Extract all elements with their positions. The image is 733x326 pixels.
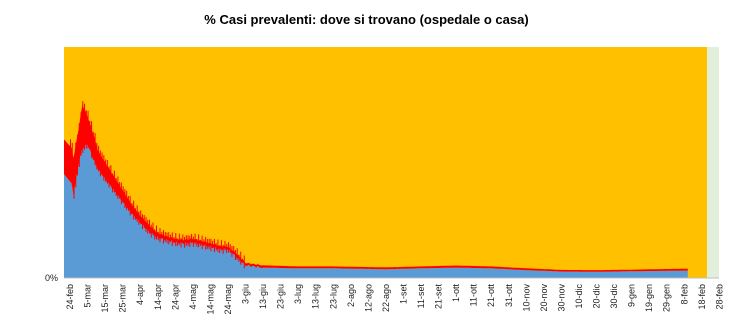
x-tick-label-6: 24-apr	[170, 284, 180, 310]
x-tick-label-23: 11-ott	[469, 284, 479, 307]
x-tick-label-28: 30-nov	[556, 284, 566, 312]
x-tick-label-12: 23-giu	[276, 284, 286, 309]
future-region	[707, 47, 719, 278]
x-tick-label-4: 4-apr	[135, 284, 145, 305]
x-tick-label-34: 29-gen	[662, 284, 672, 312]
x-tick-label-10: 3-giu	[241, 284, 251, 304]
x-tick-label-15: 23-lug	[328, 284, 338, 309]
x-tick-label-3: 25-mar	[118, 284, 128, 313]
area-layer	[64, 101, 688, 278]
x-tick-label-7: 4-mag	[188, 284, 198, 310]
x-tick-labels: 24-feb 5-mar 15-mar 25-mar 4-apr 14-apr 24-apr…	[65, 284, 724, 315]
x-tick-label-29: 10-dic	[574, 284, 584, 309]
x-tick-label-1: 5-mar	[83, 284, 93, 308]
x-tick-label-21: 21-set	[434, 284, 444, 310]
x-tick-label-14: 13-lug	[311, 284, 321, 309]
x-tick-label-11: 13-giu	[258, 284, 268, 309]
x-tick-label-13: 3-lug	[293, 284, 303, 304]
x-tick-label-0: 24-feb	[65, 284, 75, 310]
x-tick-label-22: 1-ott	[451, 284, 461, 303]
x-tick-label-36: 18-feb	[697, 284, 707, 310]
x-tick-label-9: 24-mag	[223, 284, 233, 315]
x-tick-label-37: 28-feb	[714, 284, 724, 310]
x-tick-label-26: 10-nov	[521, 284, 531, 312]
x-tick-label-18: 22-ago	[381, 284, 391, 312]
x-tick-label-17: 12-ago	[363, 284, 373, 312]
x-tick-label-35: 8-feb	[679, 284, 689, 305]
x-tick-label-33: 19-gen	[644, 284, 654, 312]
x-tick-label-19: 1-set	[398, 284, 408, 305]
hospital-area	[64, 144, 688, 278]
y-tick-label-0: 0%	[45, 273, 58, 283]
x-tick-label-20: 11-set	[416, 284, 426, 309]
x-tick-label-24: 21-ott	[486, 284, 496, 308]
x-tick-label-2: 15-mar	[100, 284, 110, 313]
chart-title: % Casi prevalenti: dove si trovano (ospe…	[204, 12, 529, 27]
x-tick-label-27: 20-nov	[539, 284, 549, 312]
x-tick-label-30: 20-dic	[592, 284, 602, 309]
x-tick-label-16: 2-ago	[346, 284, 356, 307]
x-tick-label-25: 31-ott	[504, 284, 514, 308]
x-tick-label-31: 30-dic	[609, 284, 619, 309]
x-tick-label-32: 9-gen	[627, 284, 637, 307]
x-tick-label-8: 14-mag	[205, 284, 215, 315]
x-tick-label-5: 14-apr	[153, 284, 163, 310]
